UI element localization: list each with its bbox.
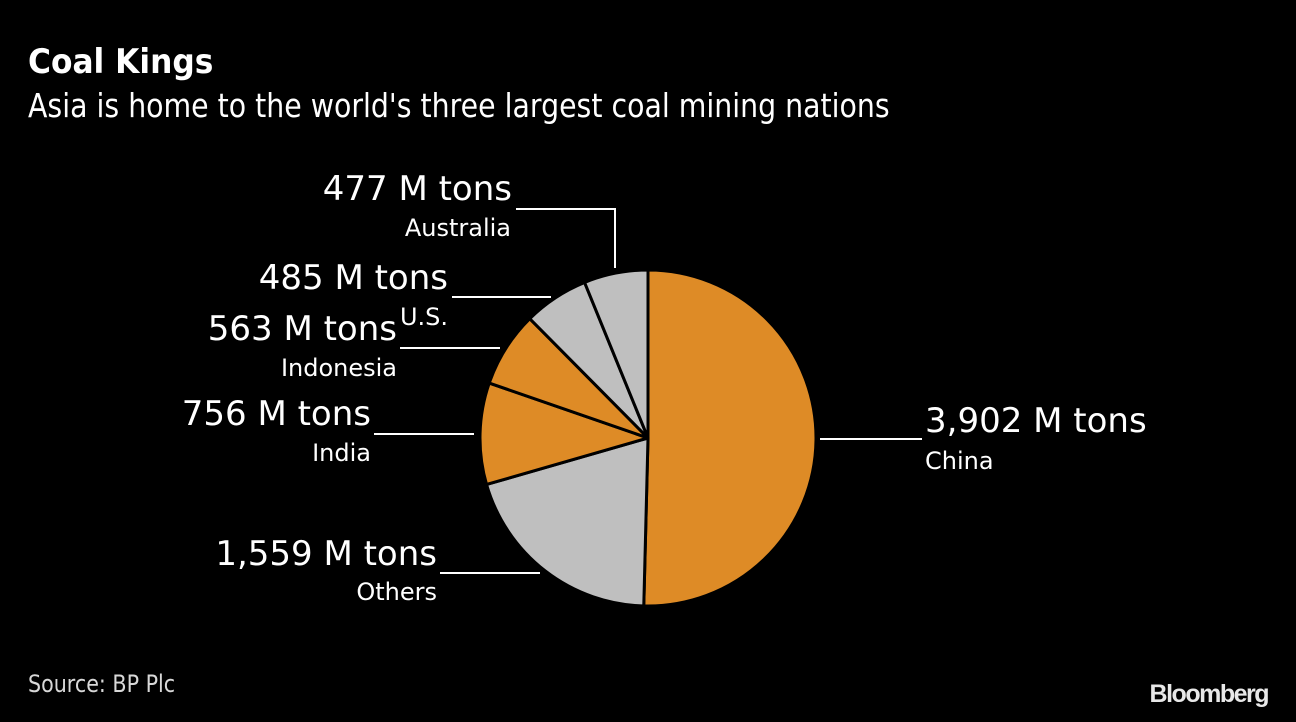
leader-line-australia	[516, 208, 616, 268]
category-label-australia: Australia	[405, 214, 511, 242]
pie-slice-australia	[583, 268, 650, 440]
category-label-china: China	[925, 447, 994, 475]
value-label-australia: 477 M tons	[323, 169, 512, 209]
category-label-india: India	[312, 439, 371, 467]
category-label-others: Others	[356, 578, 437, 606]
value-label-indonesia: 563 M tons	[208, 309, 397, 349]
chart-title: Coal Kings	[28, 42, 214, 82]
value-label-others: 1,559 M tons	[215, 534, 437, 574]
leader-lines	[374, 208, 922, 574]
pie-slices	[478, 268, 818, 608]
pie-slice-others	[485, 436, 650, 608]
value-label-china: 3,902 M tons	[925, 401, 1147, 441]
bloomberg-logo: Bloomberg	[1149, 680, 1270, 708]
category-label-us: U.S.	[400, 303, 448, 331]
chart-subtitle: Asia is home to the world's three larges…	[28, 86, 890, 125]
value-label-us: 485 M tons	[259, 258, 448, 298]
category-label-indonesia: Indonesia	[281, 354, 397, 382]
pie-slice-india	[478, 381, 650, 486]
source-note: Source: BP Plc	[28, 670, 176, 698]
value-label-india: 756 M tons	[182, 394, 371, 434]
pie-slice-china	[642, 268, 818, 608]
